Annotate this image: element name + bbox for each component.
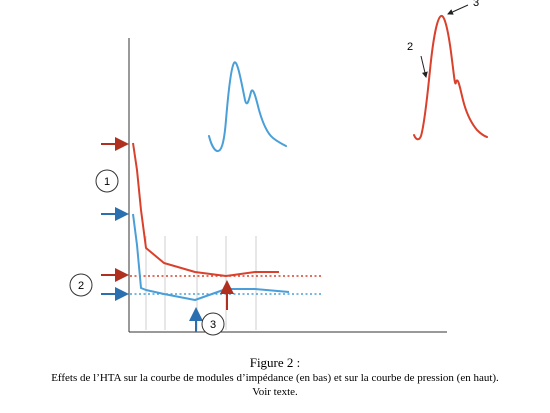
peak-label-2: 2 — [407, 41, 413, 53]
peak-arrow-3 — [447, 4, 469, 15]
marker-3-label: 3 — [210, 319, 216, 331]
marker-2: 2 — [69, 273, 93, 297]
peak-arrow-2 — [420, 55, 428, 78]
vertical-guides — [145, 236, 257, 330]
impedance-pulse-wave — [208, 61, 287, 153]
marker-3: 3 — [201, 312, 225, 336]
peak-label-3: 3 — [473, 0, 479, 9]
figure-caption-note: Voir texte. — [252, 386, 298, 398]
marker-1-label: 1 — [104, 176, 110, 188]
pressure-pulse-wave — [413, 14, 488, 141]
figure-caption-title: Figure 2 : — [249, 355, 301, 370]
marker-2-label: 2 — [78, 280, 84, 292]
figure-caption-text: Effets de l’HTA sur la courbe de modules… — [51, 372, 499, 384]
marker-1: 1 — [95, 169, 119, 193]
pressure-decay-curve — [132, 142, 279, 277]
impedance-curve — [132, 213, 290, 301]
